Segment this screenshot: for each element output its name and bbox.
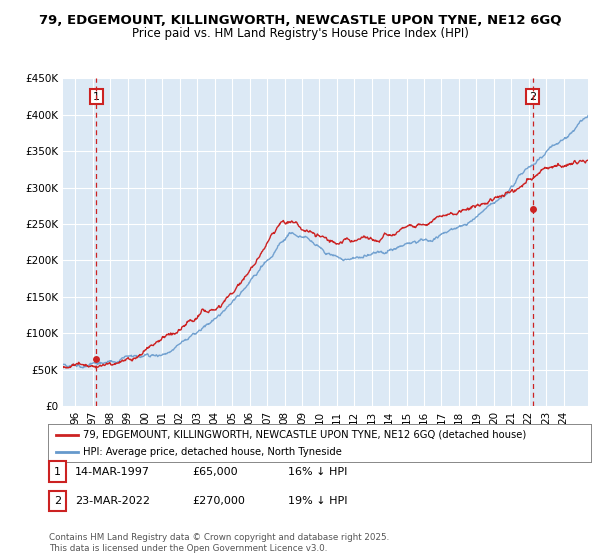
Text: 1: 1 <box>54 466 61 477</box>
Text: 79, EDGEMOUNT, KILLINGWORTH, NEWCASTLE UPON TYNE, NE12 6GQ (detached house): 79, EDGEMOUNT, KILLINGWORTH, NEWCASTLE U… <box>83 430 527 440</box>
Text: 1: 1 <box>93 91 100 101</box>
Text: 2: 2 <box>54 496 61 506</box>
Text: 2: 2 <box>529 91 536 101</box>
Text: HPI: Average price, detached house, North Tyneside: HPI: Average price, detached house, Nort… <box>83 447 342 458</box>
Text: 16% ↓ HPI: 16% ↓ HPI <box>288 466 347 477</box>
Text: Contains HM Land Registry data © Crown copyright and database right 2025.
This d: Contains HM Land Registry data © Crown c… <box>49 533 389 553</box>
Text: £65,000: £65,000 <box>192 466 238 477</box>
Text: 14-MAR-1997: 14-MAR-1997 <box>75 466 150 477</box>
Text: 19% ↓ HPI: 19% ↓ HPI <box>288 496 347 506</box>
Text: 23-MAR-2022: 23-MAR-2022 <box>75 496 150 506</box>
Text: 79, EDGEMOUNT, KILLINGWORTH, NEWCASTLE UPON TYNE, NE12 6GQ: 79, EDGEMOUNT, KILLINGWORTH, NEWCASTLE U… <box>39 14 561 27</box>
Text: Price paid vs. HM Land Registry's House Price Index (HPI): Price paid vs. HM Land Registry's House … <box>131 27 469 40</box>
Text: £270,000: £270,000 <box>192 496 245 506</box>
